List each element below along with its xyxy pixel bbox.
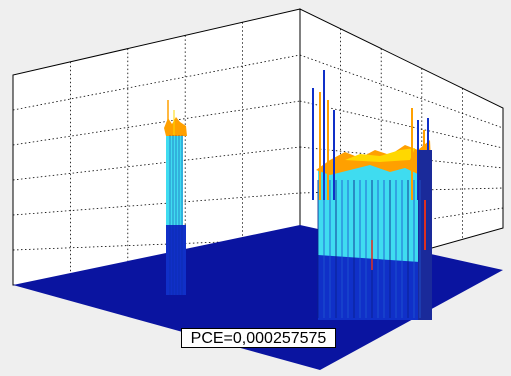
grid-line-h bbox=[299, 187, 504, 194]
peak-wide-cyan-body bbox=[318, 155, 420, 270]
grid-line-h bbox=[12, 146, 301, 181]
peak-narrow-orange-cap bbox=[164, 117, 187, 136]
wide-peak bbox=[312, 70, 432, 320]
narrow-peak bbox=[164, 100, 187, 295]
grid-line-h bbox=[12, 54, 301, 111]
grid-line-h bbox=[12, 100, 301, 146]
peak-wide-blue-base bbox=[318, 255, 430, 320]
peak-narrow-cyan-body bbox=[166, 130, 183, 230]
pce-annotation: PCE=0,000257575 bbox=[181, 328, 336, 348]
peak-wide-yellow-cap bbox=[345, 148, 415, 162]
grid-line-h bbox=[299, 100, 504, 149]
